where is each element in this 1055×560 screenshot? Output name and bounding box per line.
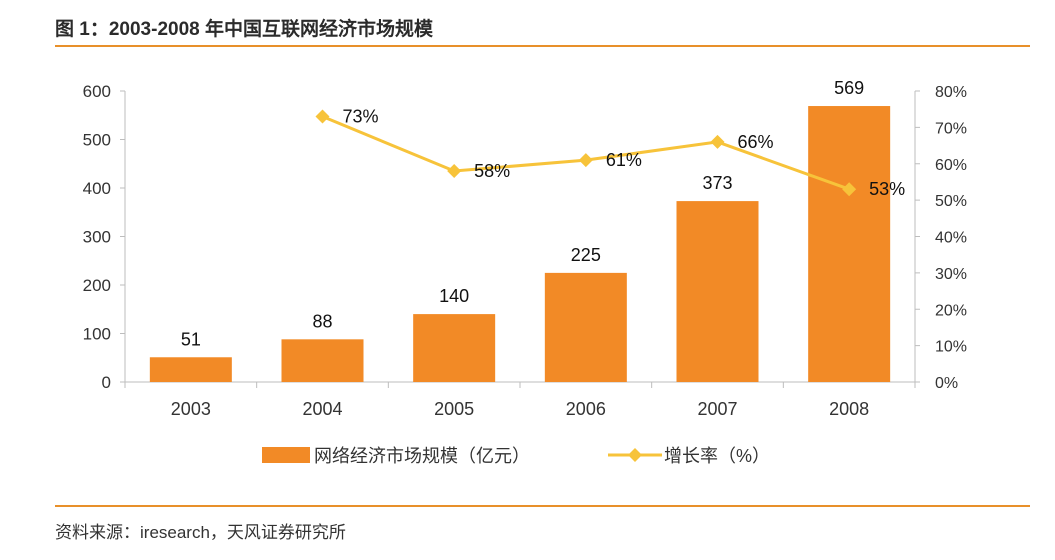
legend-bar-label: 网络经济市场规模（亿元） (314, 446, 530, 466)
growth-value-label: 73% (343, 106, 379, 126)
source-note: 资料来源：iresearch，天风证券研究所 (55, 523, 346, 542)
x-tick-label: 2005 (434, 399, 474, 419)
y-left-tick-label: 300 (83, 228, 111, 247)
bar-value-label: 569 (834, 78, 864, 98)
growth-marker (842, 182, 857, 197)
y-left-tick-label: 400 (83, 179, 111, 198)
growth-marker (578, 153, 593, 168)
bar-value-label: 140 (439, 286, 469, 306)
y-left-tick-label: 200 (83, 276, 111, 295)
y-right-tick-label: 40% (935, 230, 967, 247)
y-right-tick-label: 80% (935, 84, 967, 101)
growth-value-label: 58% (474, 161, 510, 181)
growth-marker (315, 109, 330, 124)
legend-line-marker (628, 448, 642, 462)
bar (281, 339, 364, 382)
growth-value-label: 53% (869, 179, 905, 199)
footer-divider (55, 505, 1030, 507)
x-tick-label: 2004 (302, 399, 342, 419)
y-left-tick-label: 500 (83, 131, 111, 150)
bar (544, 272, 627, 382)
y-right-tick-label: 50% (935, 193, 967, 210)
y-right-tick-label: 20% (935, 302, 967, 319)
growth-marker (447, 164, 462, 179)
bar-value-label: 225 (571, 245, 601, 265)
title-divider (55, 45, 1030, 47)
growth-line (321, 115, 850, 191)
growth-value-label: 61% (606, 150, 642, 170)
y-right-tick-label: 70% (935, 120, 967, 137)
bar-value-label: 88 (312, 311, 332, 331)
bar (149, 357, 232, 382)
x-tick-label: 2006 (566, 399, 606, 419)
y-left-tick-label: 600 (83, 82, 111, 101)
bar (808, 106, 891, 382)
growth-marker (710, 134, 725, 149)
y-right-tick-label: 0% (935, 375, 958, 392)
y-right-tick-label: 60% (935, 157, 967, 174)
bar (676, 201, 759, 382)
growth-value-label: 66% (738, 132, 774, 152)
x-tick-label: 2007 (697, 399, 737, 419)
bar (413, 314, 496, 382)
legend-bar-swatch (262, 447, 310, 463)
bar-value-label: 373 (702, 173, 732, 193)
x-tick-label: 2003 (171, 399, 211, 419)
figure-title: 图 1：2003-2008 年中国互联网经济市场规模 (55, 19, 433, 40)
y-left-tick-label: 0 (102, 373, 111, 392)
y-left-tick-label: 100 (83, 325, 111, 344)
bar-value-label: 51 (181, 329, 201, 349)
y-right-tick-label: 10% (935, 339, 967, 356)
legend-line-label: 增长率（%） (664, 446, 770, 466)
combo-chart: 0 100 200 300 400 500 600 0% 10% 20% 30% 40% 50% 60% 7… (83, 78, 967, 466)
x-tick-label: 2008 (829, 399, 869, 419)
y-right-tick-label: 30% (935, 266, 967, 283)
